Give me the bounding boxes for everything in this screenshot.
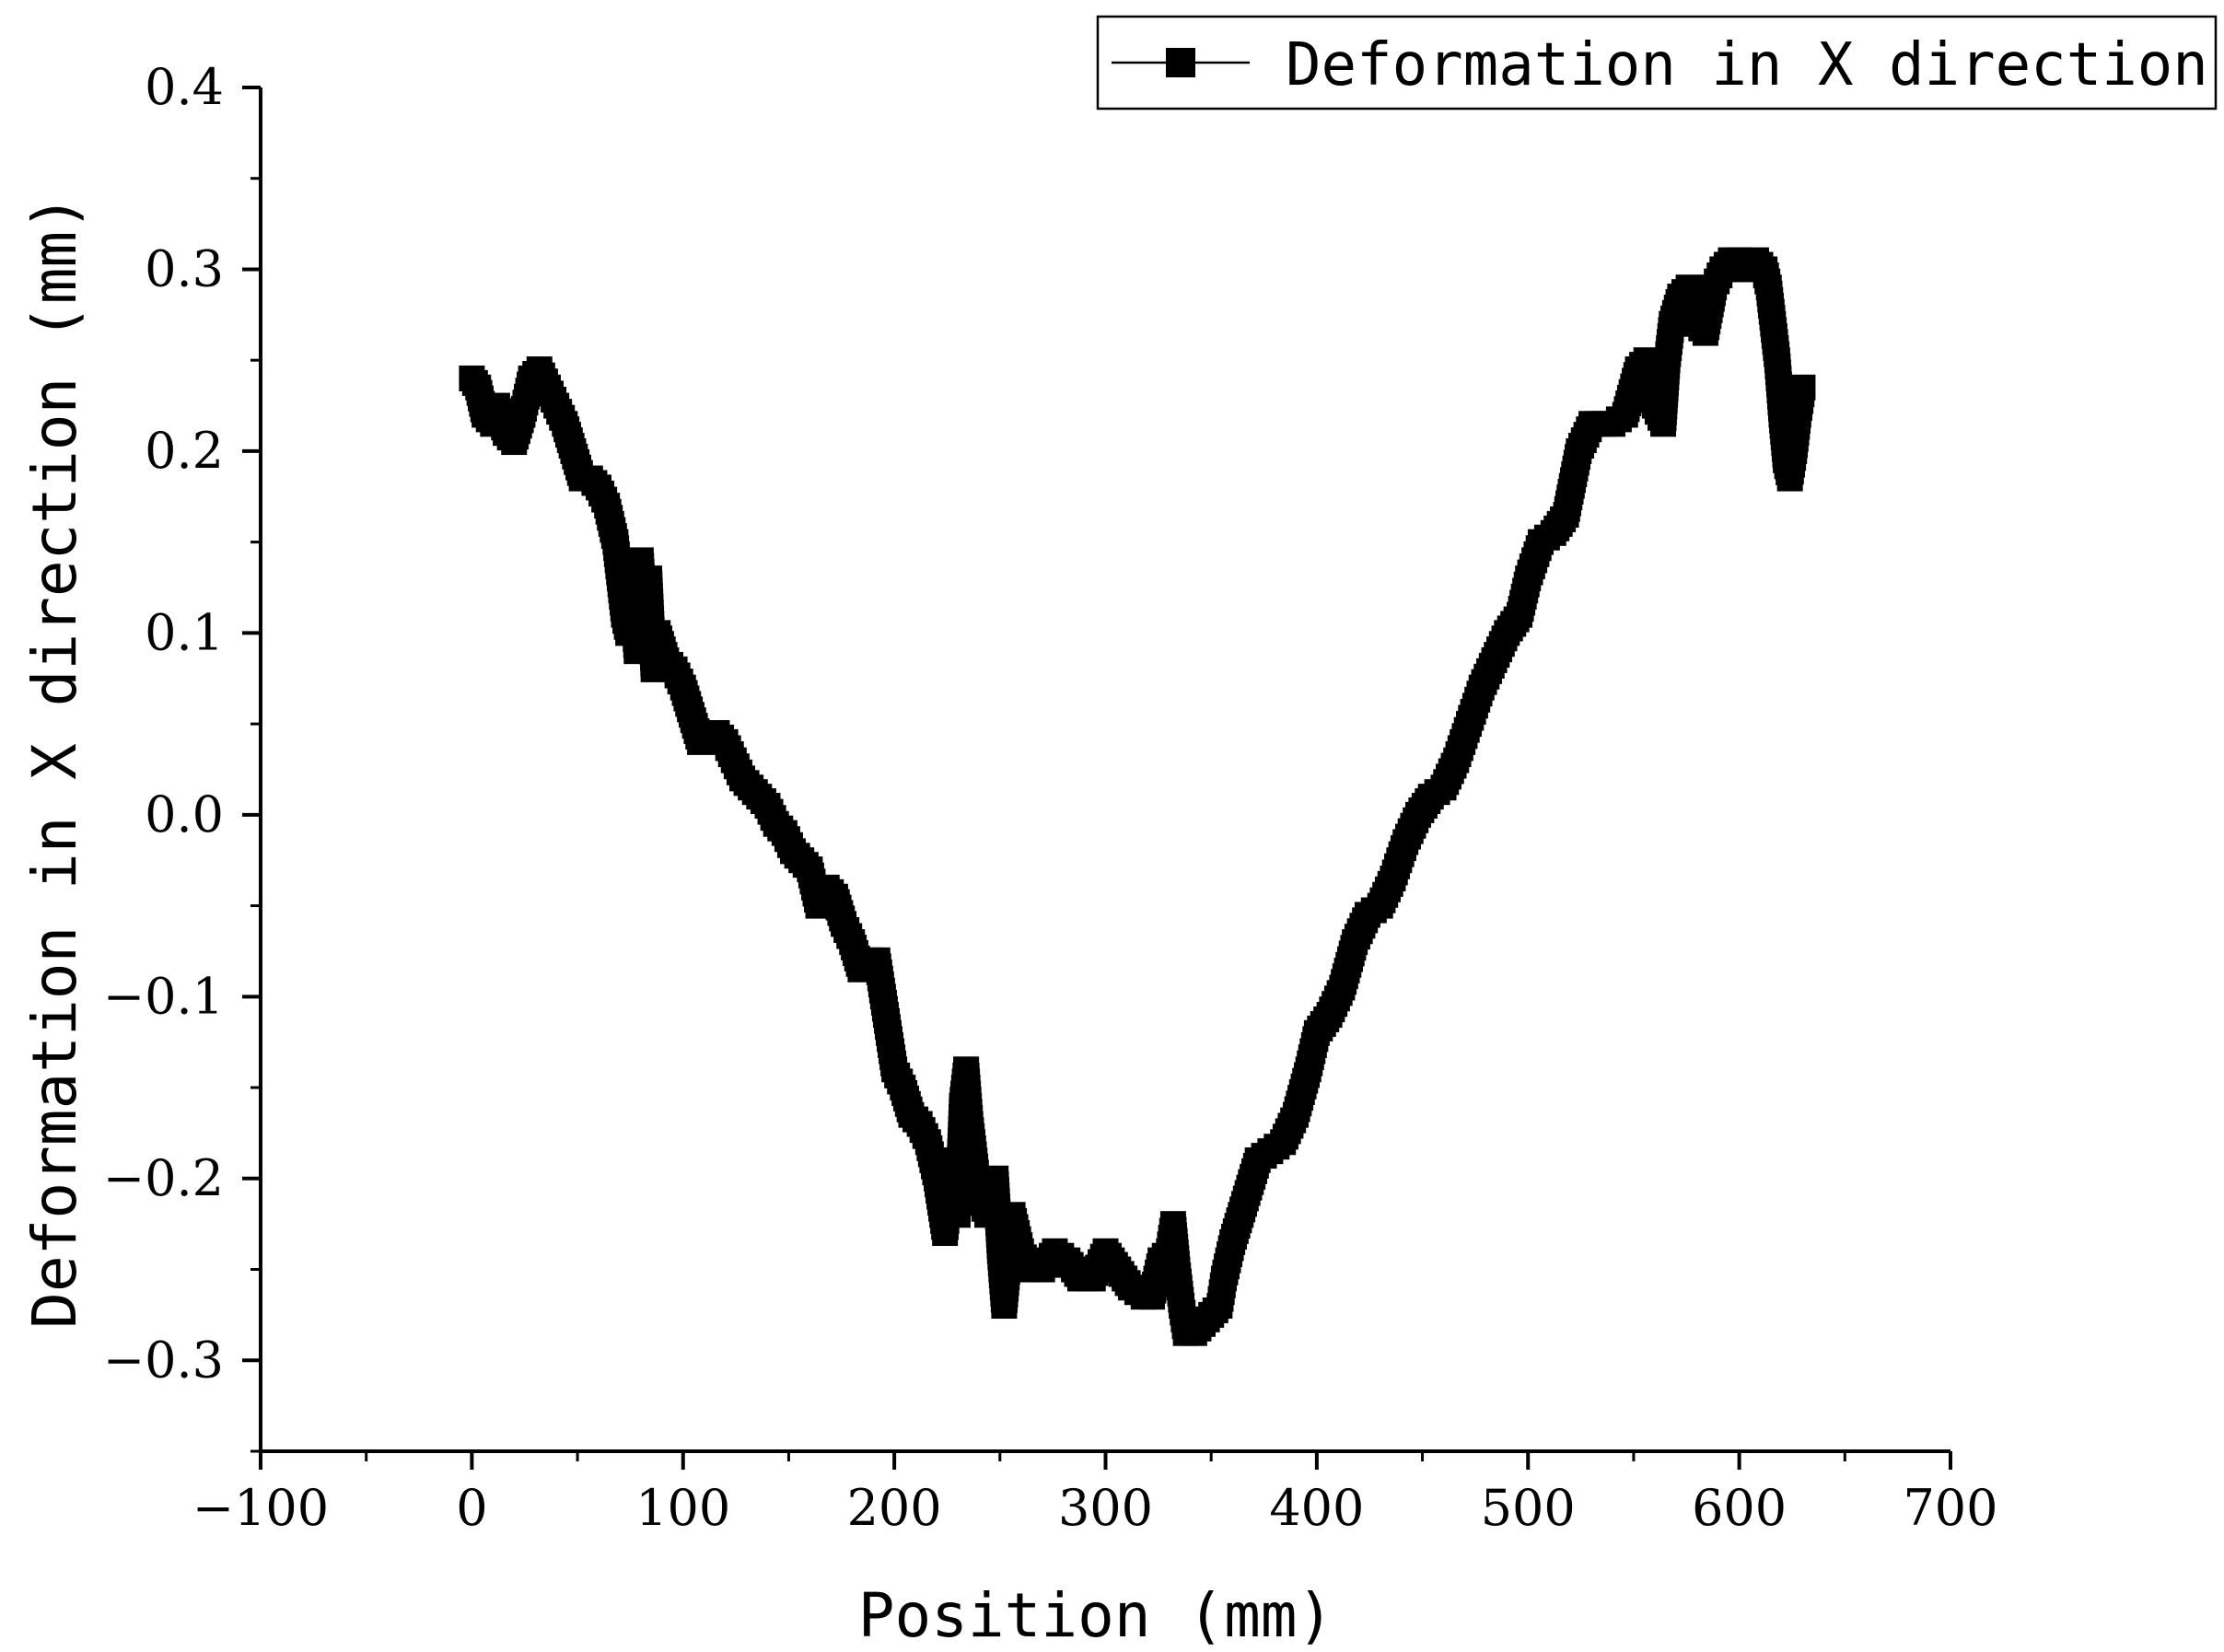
x-tick-label: 100 xyxy=(635,1479,730,1537)
legend-label: Deformation in X direction xyxy=(1286,31,2208,99)
data-points xyxy=(459,247,1816,1346)
y-tick-label: 0.2 xyxy=(145,422,224,480)
x-tick-label: 500 xyxy=(1481,1479,1576,1537)
y-tick-label: −0.1 xyxy=(103,967,224,1025)
x-tick-label: 400 xyxy=(1269,1479,1364,1537)
x-tick-label: 600 xyxy=(1692,1479,1787,1537)
x-tick-label: −100 xyxy=(192,1479,329,1537)
x-tick-label: 0 xyxy=(456,1479,487,1537)
legend-box xyxy=(1096,15,2218,111)
y-tick-label: −0.3 xyxy=(103,1331,224,1389)
x-tick-label: 700 xyxy=(1903,1479,1997,1537)
legend: Deformation in X direction xyxy=(1096,15,2218,111)
x-tick-label: 300 xyxy=(1058,1479,1153,1537)
legend-marker-square xyxy=(1166,48,1195,77)
y-axis-title: Deformation in X direction (mm) xyxy=(19,194,90,1329)
y-tick-label: 0.1 xyxy=(145,603,224,661)
data-point xyxy=(1789,374,1816,401)
x-axis-title: Position (mm) xyxy=(858,1580,1334,1651)
tick-labels: −100 0 100 200 300 400 500 600 700 −0.3 −0.2 −0.1 0.… xyxy=(103,58,1998,1537)
y-tick-label: −0.2 xyxy=(103,1149,224,1207)
ticks xyxy=(242,86,1952,1470)
y-tick-label: 0.3 xyxy=(145,239,224,297)
y-tick-label: 0.0 xyxy=(145,785,224,843)
y-tick-label: 0.4 xyxy=(145,58,224,116)
x-tick-label: 200 xyxy=(847,1479,942,1537)
